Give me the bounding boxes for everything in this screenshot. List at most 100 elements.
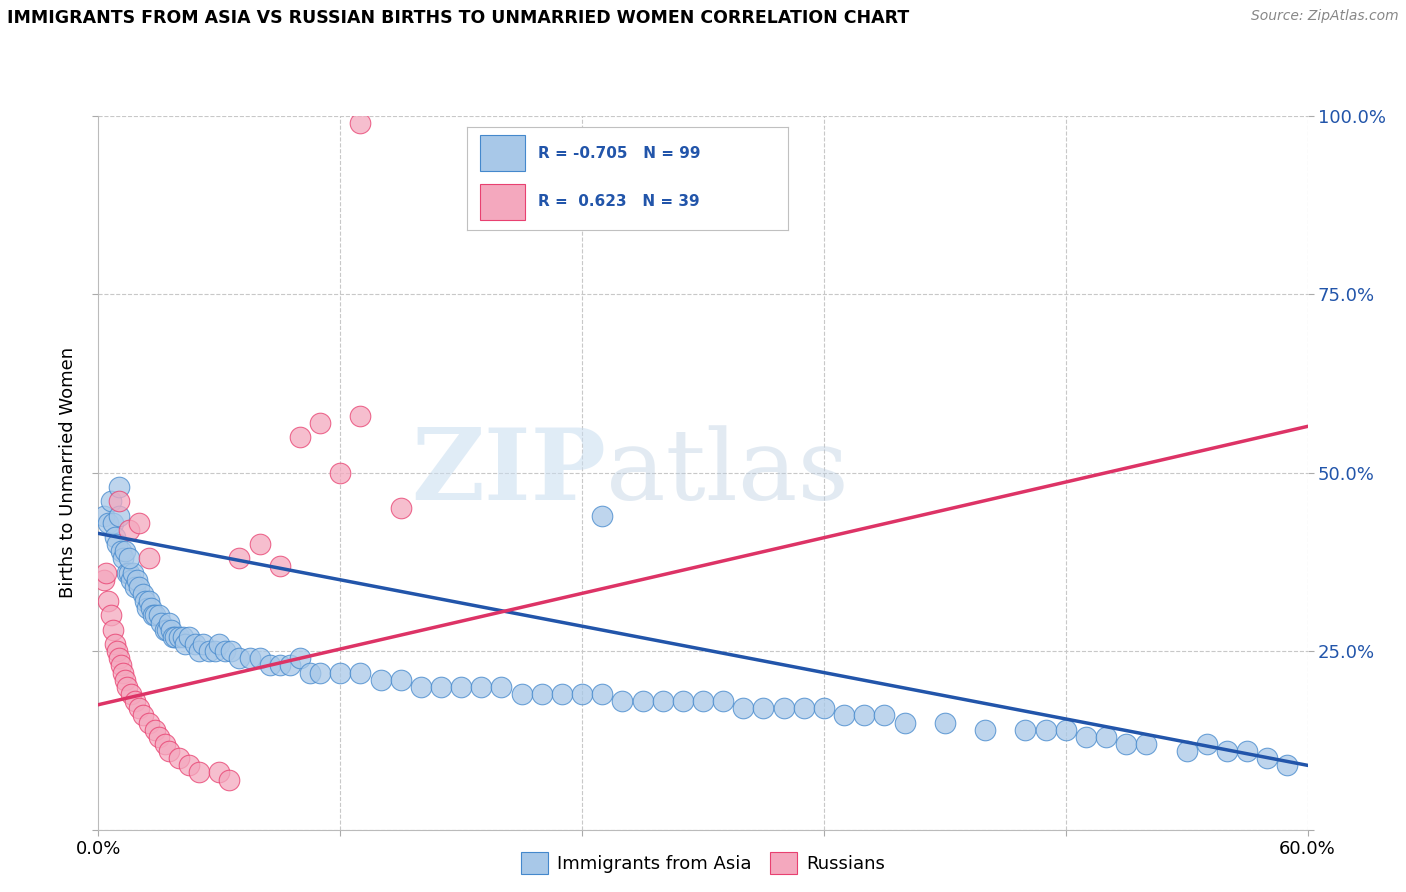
Point: [832, 708, 855, 723]
Point: [198, 644, 221, 658]
Point: [142, 608, 165, 623]
Point: [128, 580, 150, 594]
Point: [1074, 730, 1097, 744]
Point: [103, 637, 125, 651]
Point: [97, 594, 120, 608]
Point: [873, 708, 896, 723]
Point: [120, 573, 142, 587]
Point: [1277, 758, 1299, 772]
Point: [179, 630, 201, 644]
Point: [793, 701, 815, 715]
Point: [733, 701, 755, 715]
Point: [530, 687, 553, 701]
Point: [107, 651, 129, 665]
Point: [138, 551, 160, 566]
Point: [184, 637, 207, 651]
Point: [110, 658, 132, 673]
Point: [174, 637, 197, 651]
Point: [121, 566, 143, 580]
Point: [651, 694, 673, 708]
Point: [612, 694, 634, 708]
Point: [934, 715, 956, 730]
Point: [149, 615, 172, 630]
Point: [132, 587, 155, 601]
Point: [1236, 744, 1258, 758]
Legend: Immigrants from Asia, Russians: Immigrants from Asia, Russians: [515, 845, 891, 881]
Point: [135, 601, 157, 615]
Point: [1095, 730, 1118, 744]
Point: [772, 701, 794, 715]
Point: [1135, 737, 1157, 751]
Point: [1256, 751, 1278, 765]
Point: [1216, 744, 1239, 758]
Point: [349, 116, 371, 130]
Point: [157, 744, 180, 758]
Point: [591, 687, 613, 701]
Point: [214, 644, 236, 658]
Point: [329, 665, 352, 680]
Point: [153, 623, 176, 637]
Point: [409, 680, 432, 694]
Point: [101, 516, 124, 530]
Point: [172, 630, 194, 644]
Text: Source: ZipAtlas.com: Source: ZipAtlas.com: [1251, 9, 1399, 23]
Point: [259, 658, 281, 673]
Point: [125, 573, 148, 587]
Point: [110, 544, 132, 558]
Point: [249, 651, 271, 665]
Point: [167, 630, 190, 644]
Point: [148, 730, 170, 744]
Point: [107, 480, 129, 494]
Point: [1195, 737, 1218, 751]
Point: [157, 615, 180, 630]
Point: [370, 673, 392, 687]
Point: [101, 623, 124, 637]
Point: [188, 644, 211, 658]
Point: [107, 508, 129, 523]
Point: [470, 680, 492, 694]
Point: [139, 601, 162, 615]
Point: [100, 494, 122, 508]
Point: [105, 644, 128, 658]
Point: [1035, 723, 1057, 737]
Point: [631, 694, 654, 708]
Point: [188, 765, 211, 780]
Point: [288, 651, 311, 665]
Point: [167, 751, 190, 765]
Point: [278, 658, 301, 673]
Point: [118, 551, 141, 566]
Point: [309, 665, 332, 680]
Point: [100, 608, 122, 623]
Point: [124, 580, 146, 594]
Point: [309, 416, 332, 430]
Point: [93, 508, 115, 523]
Y-axis label: Births to Unmarried Women: Births to Unmarried Women: [59, 347, 77, 599]
Point: [450, 680, 472, 694]
Point: [239, 651, 262, 665]
Point: [97, 516, 120, 530]
Point: [179, 758, 201, 772]
Point: [111, 551, 134, 566]
Point: [96, 566, 118, 580]
Point: [124, 694, 146, 708]
Point: [193, 637, 215, 651]
Point: [134, 594, 156, 608]
Point: [551, 687, 574, 701]
Point: [974, 723, 997, 737]
Point: [349, 665, 371, 680]
Point: [143, 608, 166, 623]
Point: [813, 701, 835, 715]
Point: [128, 701, 150, 715]
Point: [853, 708, 876, 723]
Point: [107, 494, 129, 508]
Point: [156, 623, 179, 637]
Point: [160, 623, 183, 637]
Point: [114, 673, 136, 687]
Point: [329, 466, 352, 480]
Point: [228, 651, 250, 665]
Text: atlas: atlas: [606, 425, 849, 521]
Point: [103, 530, 125, 544]
Point: [288, 430, 311, 444]
Point: [120, 687, 142, 701]
Point: [228, 551, 250, 566]
